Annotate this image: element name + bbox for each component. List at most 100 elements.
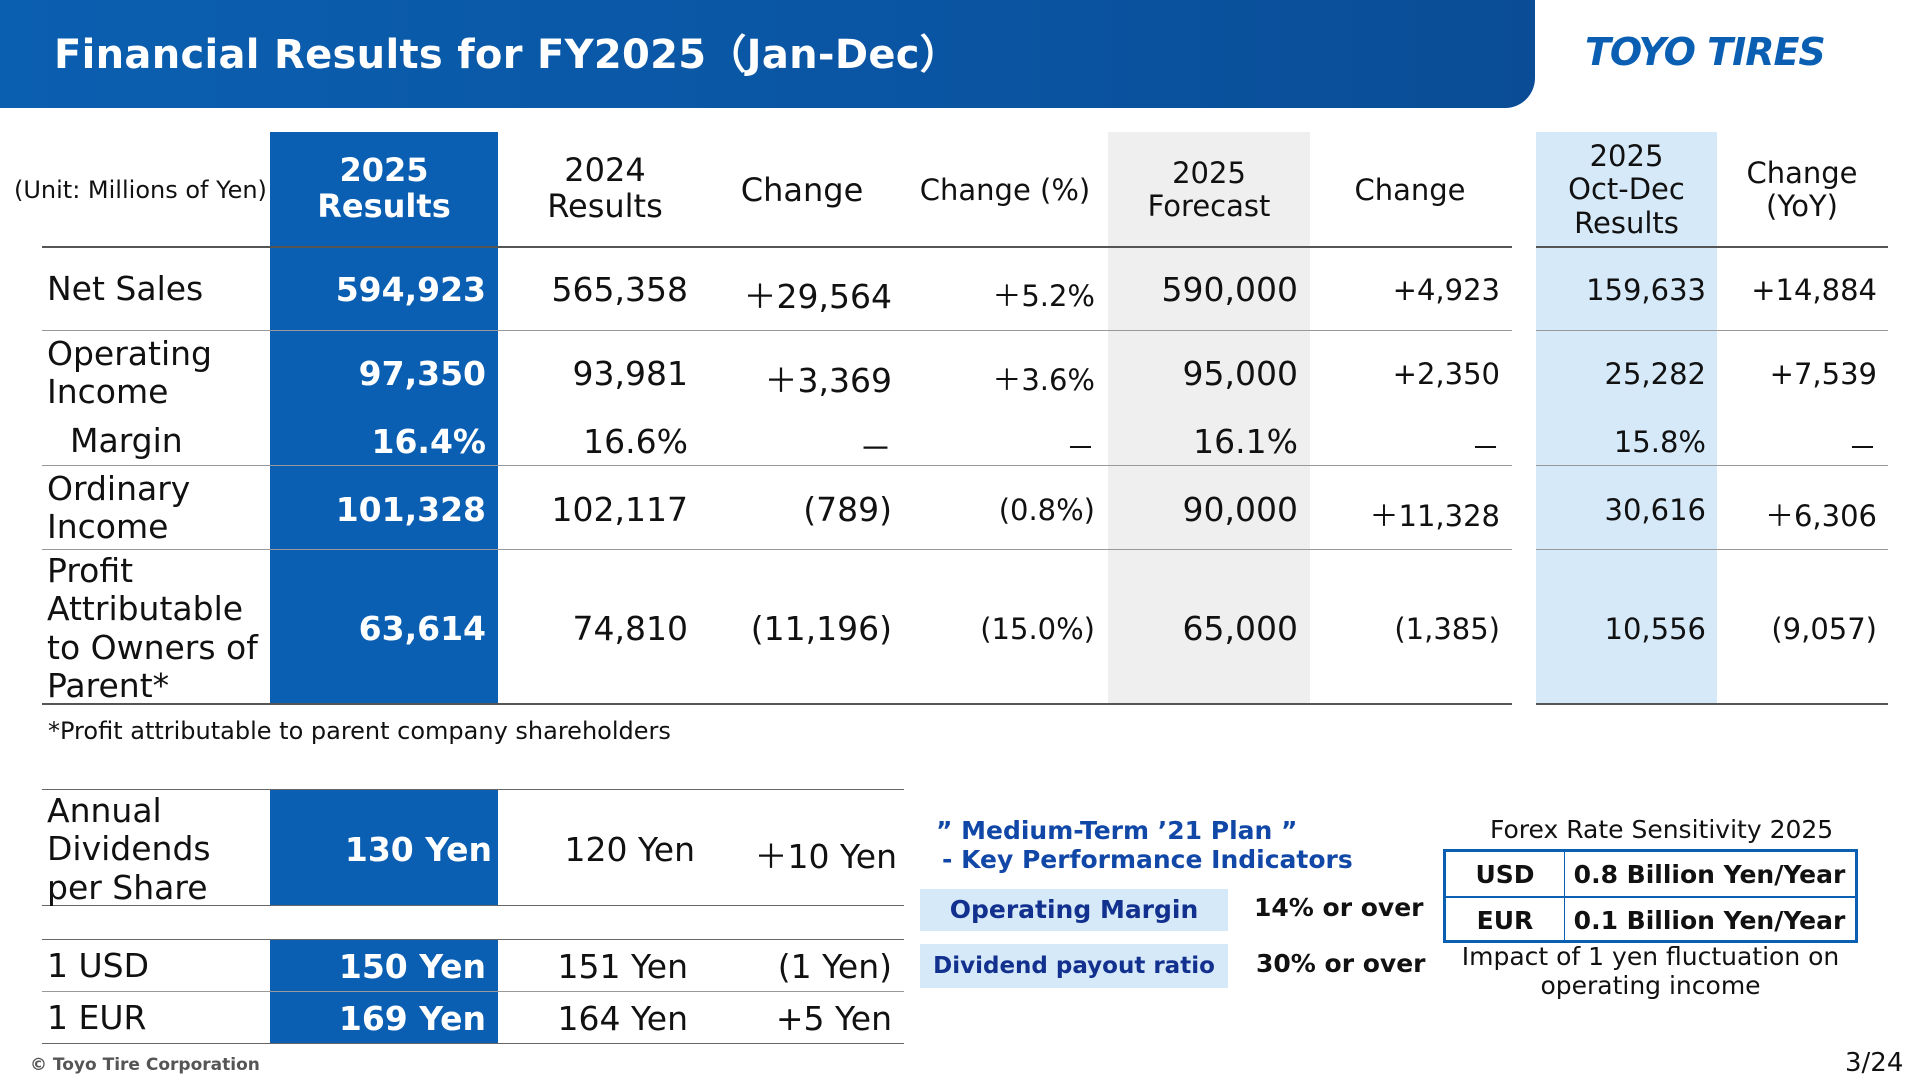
dividend-2025-bg — [270, 790, 498, 905]
cell-forecast: 16.1% — [1193, 422, 1298, 461]
cell-2024: 120 Yen — [564, 830, 695, 869]
cell-2025: 101,328 — [335, 490, 486, 529]
row-divider — [42, 905, 904, 906]
cell-octdec: 10,556 — [1604, 612, 1706, 646]
forex-title: Forex Rate Sensitivity 2025 — [1490, 815, 1834, 844]
cell-2025: 169 Yen — [338, 999, 486, 1038]
cell-change: (1 Yen) — [777, 947, 892, 986]
cell-octdec-change: ＋6,306 — [1764, 499, 1877, 533]
row-label: Margin — [70, 421, 183, 460]
forecast-column-bg — [1108, 132, 1310, 704]
table-header-divider-right — [1536, 246, 1888, 248]
forex-note: Impact of 1 yen fluctuation on operating… — [1461, 942, 1840, 1000]
cell-octdec-change: (9,057) — [1771, 612, 1877, 646]
toyo-tires-logo: TOYO TIRES — [1585, 30, 1826, 74]
cell-change: ＋3,369 — [764, 361, 892, 400]
cell-forecast-change: ＋11,328 — [1369, 499, 1500, 533]
cell-change: ＋10 Yen — [754, 837, 897, 876]
cell-forecast: 65,000 — [1182, 609, 1298, 648]
cell-forecast: 95,000 — [1182, 354, 1298, 393]
results-2025-column-bg — [270, 132, 498, 704]
cell-change-pct: ＋5.2% — [992, 279, 1095, 313]
forex-row-usd: USD 0.8 Billion Yen/Year — [1446, 852, 1855, 896]
forex-table: USD 0.8 Billion Yen/Year EUR 0.1 Billion… — [1443, 849, 1858, 943]
row-divider — [1536, 330, 1888, 331]
row-label: 1 EUR — [47, 998, 147, 1037]
cell-forecast: 590,000 — [1161, 270, 1298, 309]
row-divider — [42, 991, 904, 992]
header-change: Change — [740, 171, 864, 209]
cell-2024: 93,981 — [572, 354, 688, 393]
unit-label: (Unit: Millions of Yen) — [14, 176, 267, 204]
header-results-2024: 2024 Results — [547, 151, 663, 226]
header-octdec-2025: 2025 Oct-Dec Results — [1568, 139, 1685, 240]
cell-change: (789) — [803, 490, 892, 529]
header-forecast-2025: 2025 Forecast — [1147, 156, 1271, 223]
table-bottom-line — [42, 703, 1512, 705]
row-divider — [42, 330, 1512, 331]
kpi-title-line1: ” Medium-Term ’21 Plan ” — [936, 816, 1298, 845]
row-label: Net Sales — [47, 269, 204, 308]
header-octdec-change: Change (YoY) — [1746, 156, 1858, 223]
row-label: Annual Dividends per Share — [47, 791, 211, 907]
cell-2025: 130 Yen — [344, 830, 492, 869]
row-label: 1 USD — [47, 946, 149, 985]
kpi-operating-margin-value: 14% or over — [1254, 893, 1424, 922]
cell-2024: 164 Yen — [557, 999, 688, 1038]
cell-change-pct: － — [1065, 431, 1095, 465]
table-bottom-line-right — [1536, 703, 1888, 705]
forex-row-divider — [1446, 896, 1855, 898]
cell-octdec: 30,616 — [1604, 493, 1706, 527]
cell-forecast-change: (1,385) — [1394, 612, 1500, 646]
cell-2024: 16.6% — [583, 422, 688, 461]
cell-2024: 565,358 — [551, 270, 688, 309]
row-label: Operating Income — [47, 334, 212, 412]
cell-2025: 150 Yen — [338, 947, 486, 986]
row-label: Profit Attributable to Owners of Parent* — [47, 551, 258, 705]
row-divider — [42, 789, 904, 790]
header-bar — [0, 0, 1535, 108]
cell-change: +5 Yen — [775, 999, 892, 1038]
cell-change-pct: (0.8%) — [998, 493, 1095, 527]
cell-forecast-change: +2,350 — [1392, 357, 1500, 391]
cell-change: (11,196) — [750, 609, 892, 648]
cell-change: － — [859, 429, 892, 468]
cell-octdec-change: +7,539 — [1769, 357, 1877, 391]
row-divider — [1536, 549, 1888, 550]
cell-2024: 74,810 — [572, 609, 688, 648]
footnote: *Profit attributable to parent company s… — [48, 717, 671, 745]
forex-row-eur: EUR 0.1 Billion Yen/Year — [1446, 898, 1855, 942]
row-divider — [42, 939, 904, 940]
cell-forecast-change: － — [1470, 431, 1500, 465]
cell-forecast-change: +4,923 — [1392, 273, 1500, 307]
kpi-dividend-payout-label: Dividend payout ratio — [920, 944, 1228, 988]
kpi-title-line2: - Key Performance Indicators — [942, 845, 1353, 874]
cell-2025: 63,614 — [358, 609, 486, 648]
cell-2024: 102,117 — [551, 490, 688, 529]
page-title: Financial Results for FY2025（Jan-Dec） — [54, 32, 961, 78]
cell-octdec-change: － — [1847, 431, 1877, 465]
copyright: © Toyo Tire Corporation — [30, 1055, 260, 1075]
table-header-divider — [42, 246, 1512, 248]
kpi-dividend-payout-value: 30% or over — [1256, 949, 1426, 978]
row-divider — [1536, 465, 1888, 466]
cell-2025: 594,923 — [335, 270, 486, 309]
forex-value: 0.1 Billion Yen/Year — [1573, 906, 1846, 935]
forex-currency: EUR — [1476, 906, 1534, 935]
cell-octdec: 159,633 — [1586, 273, 1706, 307]
row-divider — [42, 1043, 904, 1044]
header-change-pct: Change (%) — [919, 173, 1091, 207]
cell-octdec: 25,282 — [1604, 357, 1706, 391]
cell-2024: 151 Yen — [557, 947, 688, 986]
cell-change-pct: (15.0%) — [980, 612, 1095, 646]
cell-2025: 97,350 — [358, 354, 486, 393]
cell-octdec-change: +14,884 — [1751, 273, 1877, 307]
cell-change: ＋29,564 — [743, 277, 892, 316]
header-results-2025: 2025 Results — [317, 151, 451, 226]
kpi-operating-margin-label: Operating Margin — [920, 889, 1228, 931]
cell-forecast: 90,000 — [1182, 490, 1298, 529]
row-label: Ordinary Income — [47, 469, 191, 547]
row-divider — [42, 549, 1512, 550]
cell-2025: 16.4% — [371, 422, 487, 461]
forex-value: 0.8 Billion Yen/Year — [1573, 860, 1846, 889]
